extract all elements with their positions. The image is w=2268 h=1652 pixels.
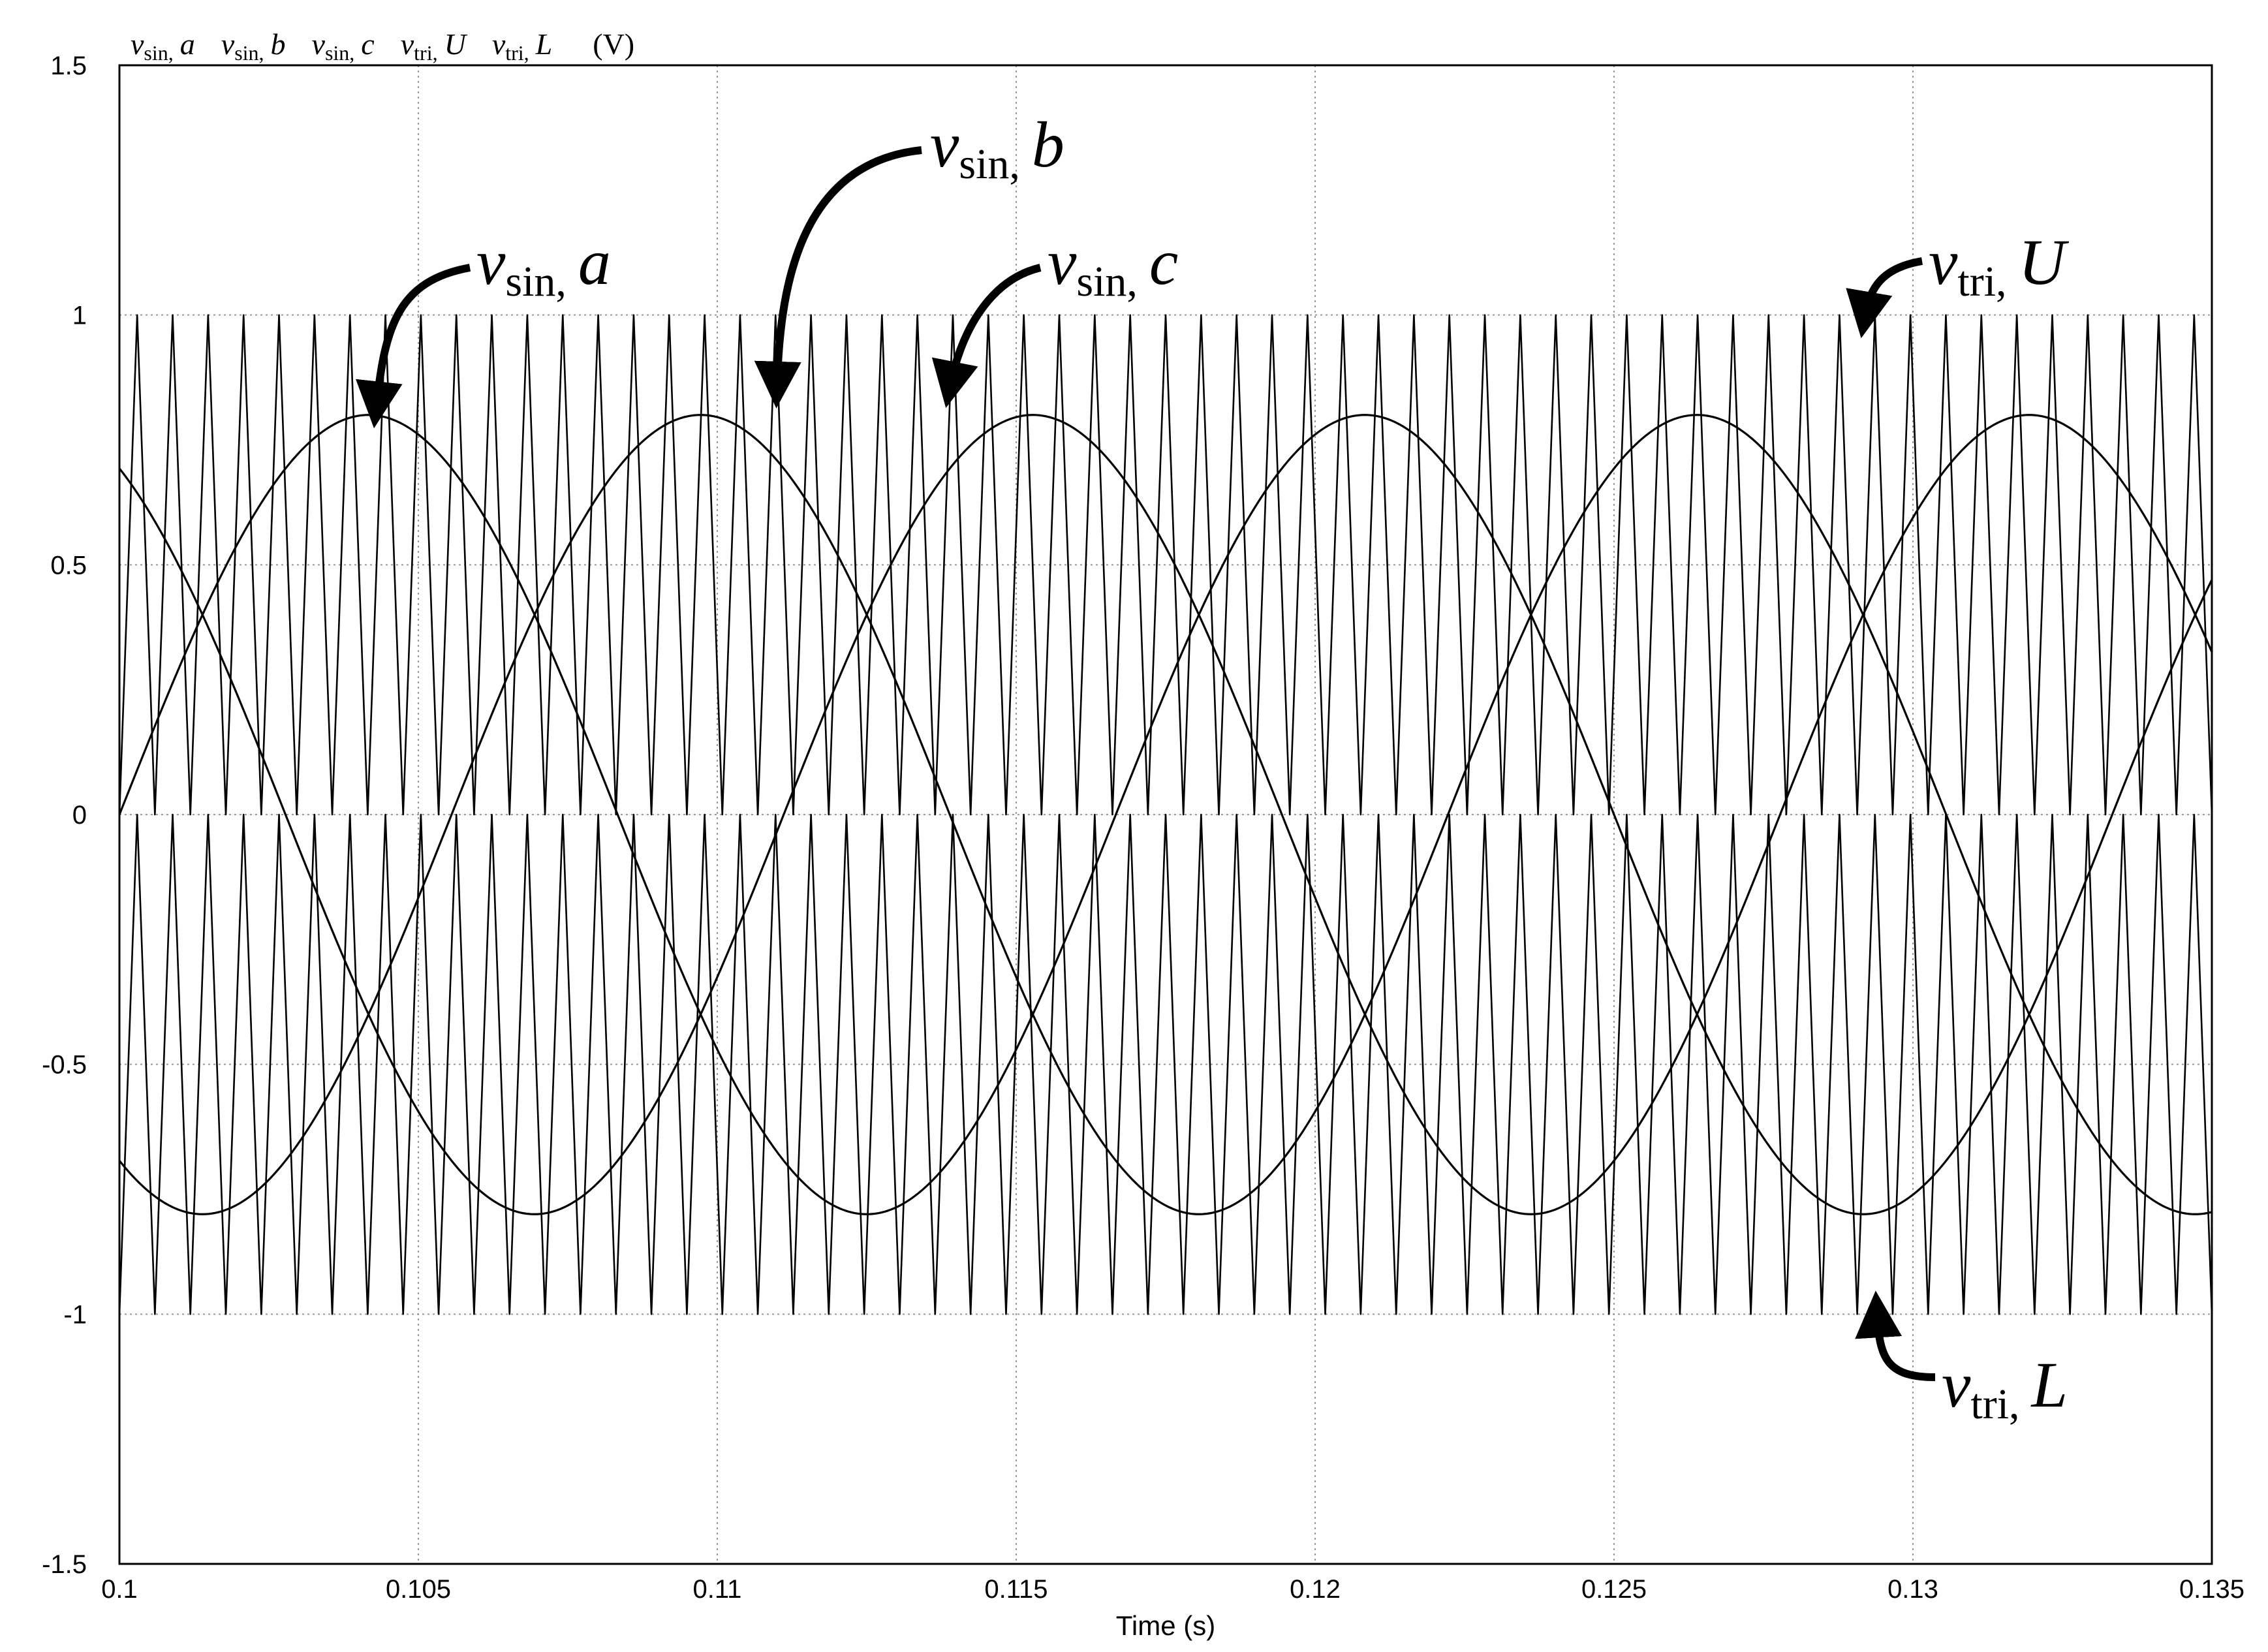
x-tick-label: 0.11 bbox=[693, 1575, 742, 1604]
annotation-arrow bbox=[356, 264, 471, 429]
x-tick-label: 0.105 bbox=[386, 1575, 451, 1604]
annotation-label: vsin, b bbox=[930, 108, 1064, 188]
y-tick-label: 1.5 bbox=[50, 52, 87, 80]
series-line bbox=[118, 813, 2213, 1315]
x-tick-label: 0.13 bbox=[1887, 1575, 1938, 1604]
annotation-label: vtri, L bbox=[1942, 1348, 2068, 1428]
annotation-label: vsin, c bbox=[1048, 226, 1178, 305]
series-line bbox=[118, 414, 2213, 1215]
annotation-arrow bbox=[1855, 1290, 1936, 1381]
traces bbox=[118, 314, 2213, 1315]
y-tick-label: 0 bbox=[72, 801, 87, 830]
annotation-arrow bbox=[1846, 257, 1923, 339]
plot-frame bbox=[118, 64, 2213, 1565]
x-tick-label: 0.115 bbox=[984, 1575, 1048, 1604]
x-tick-label: 0.135 bbox=[2179, 1575, 2245, 1604]
y-tick-label: -1 bbox=[63, 1300, 87, 1329]
x-tick-label: 0.12 bbox=[1290, 1575, 1341, 1604]
y-tick-label: -1.5 bbox=[42, 1550, 87, 1579]
series-line bbox=[118, 414, 2213, 1215]
series-line bbox=[118, 314, 2213, 816]
x-axis-label: Time (s) bbox=[1116, 1610, 1215, 1641]
x-tick-label: 0.125 bbox=[1581, 1575, 1647, 1604]
annotation-arrow bbox=[931, 264, 1042, 409]
y-tick-label: 1 bbox=[72, 302, 87, 330]
x-tick-labels: 0.1 0.105 0.11 0.115 0.12 0.125 0.13 0.135 bbox=[101, 1575, 2245, 1604]
y-tick-label: 0.5 bbox=[50, 551, 87, 580]
annotations: vsin, a vsin, b vsin, c vtri, U vtri, L bbox=[356, 108, 2070, 1428]
x-tick-label: 0.1 bbox=[101, 1575, 138, 1604]
annotation-label: vtri, U bbox=[1929, 226, 2070, 305]
annotation-label: vsin, a bbox=[476, 226, 611, 305]
annotation-arrow bbox=[754, 146, 922, 409]
y-tick-label: -0.5 bbox=[42, 1051, 87, 1080]
y-tick-labels: 1.5 1 0.5 0 -0.5 -1 -1.5 bbox=[42, 52, 87, 1579]
